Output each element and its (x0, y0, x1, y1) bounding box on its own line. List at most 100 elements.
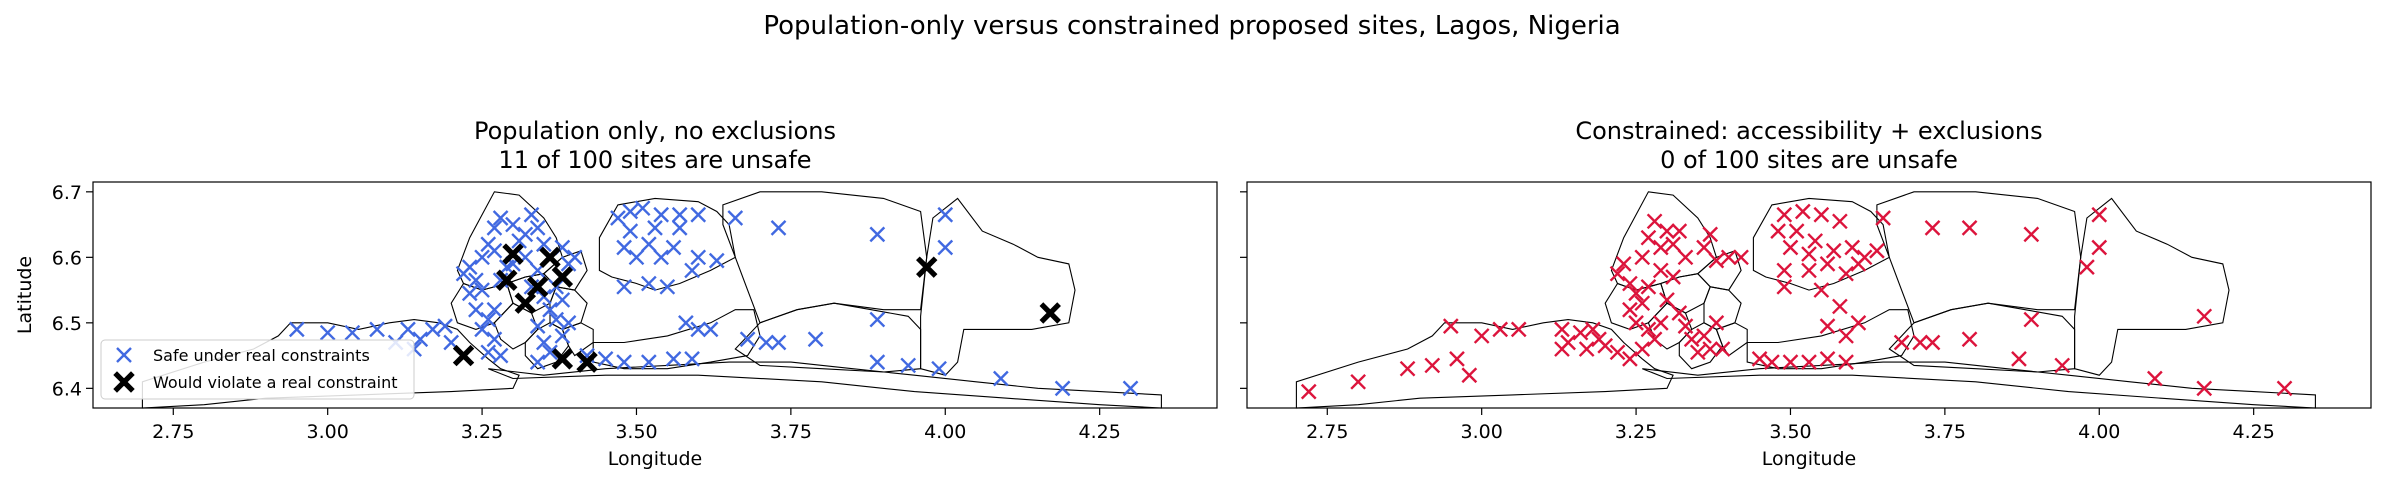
site-marker (1671, 223, 1688, 239)
site-marker-stroke-b (1832, 298, 1848, 315)
x-tick-label: 3.25 (461, 421, 503, 443)
site-marker-stroke-b (622, 203, 639, 220)
site-marker (1634, 249, 1651, 266)
site-marker (1801, 262, 1817, 279)
site-marker (770, 334, 787, 351)
site-marker-stroke-b (1640, 278, 1657, 295)
site-marker-stroke-b (869, 226, 886, 243)
x-ticks: 2.75 3.00 3.25 3.50 3.75 4.00 4.25 (152, 408, 1121, 443)
site-marker (505, 216, 521, 233)
site-marker-stroke-b (1659, 223, 1675, 239)
unsafe-site-marker (539, 246, 561, 269)
site-marker-stroke-b (616, 278, 632, 295)
site-marker-stroke-b (1640, 229, 1657, 246)
axes-frame (1246, 181, 2372, 409)
site-marker-stroke-b (678, 314, 694, 331)
site-marker (1572, 324, 1589, 341)
site-marker (770, 220, 787, 236)
site-marker (671, 206, 688, 223)
site-marker (1492, 321, 1509, 338)
site-marker-stroke-b (610, 210, 626, 226)
site-marker (597, 351, 614, 367)
site-marker-stroke-b (1801, 262, 1817, 279)
unsafe-site-marker (502, 243, 524, 265)
site-marker (1622, 351, 1638, 367)
site-marker-stroke-b (1776, 206, 1793, 223)
site-marker-stroke-b (1634, 341, 1651, 357)
site-marker-stroke-b (1912, 334, 1929, 351)
y-tick-label: 6.5 (52, 313, 82, 335)
site-marker-stroke-b (1665, 236, 1681, 253)
site-marker-stroke-b (690, 249, 707, 266)
site-marker-stroke-b (647, 220, 663, 236)
site-marker-stroke-b (1640, 321, 1657, 338)
site-marker (1850, 314, 1867, 331)
site-marker-stroke-b (937, 239, 954, 256)
site-marker (1696, 328, 1712, 344)
site-marker (1702, 341, 1719, 357)
site-marker-stroke-b (2023, 311, 2040, 328)
site-marker (1850, 256, 1867, 272)
legend-label-unsafe: Would violate a real constraint (153, 373, 398, 392)
site-marker-stroke-b (665, 351, 682, 367)
site-marker-stroke-b (1770, 223, 1786, 239)
legend-marker-safe (116, 347, 132, 363)
site-marker (1554, 341, 1570, 357)
site-marker-stroke-b (1350, 373, 1367, 390)
site-marker-stroke-b (690, 321, 707, 338)
site-marker-stroke-b (480, 311, 497, 328)
site-marker (542, 344, 558, 361)
site-marker (1054, 380, 1071, 397)
site-marker-stroke-b (900, 357, 917, 374)
site-marker-stroke-b (1615, 256, 1632, 272)
site-marker-stroke-b (1838, 354, 1854, 370)
site-marker-stroke-b (1628, 285, 1644, 302)
site-marker (1819, 351, 1836, 367)
site-marker-stroke-b (424, 321, 441, 338)
site-marker (486, 220, 503, 236)
site-marker (2091, 239, 2108, 256)
site-marker (807, 331, 824, 348)
site-marker (1838, 265, 1854, 282)
site-marker-stroke-b (1510, 321, 1527, 338)
x-axis-label: Longitude (608, 448, 703, 470)
axes-frame (92, 181, 1218, 409)
site-marker-stroke-b (1794, 203, 1811, 220)
site-marker (1702, 226, 1719, 243)
site-marker-stroke-b (807, 331, 824, 348)
site-marker-stroke-b (671, 220, 688, 236)
panel-title-line1: Population only, no exclusions (474, 117, 836, 145)
site-marker (554, 328, 571, 344)
site-marker (319, 324, 336, 341)
site-marker (1615, 256, 1632, 272)
x-tick-label: 3.50 (615, 421, 657, 443)
site-marker (1764, 354, 1780, 370)
site-marker (690, 249, 707, 266)
site-marker (671, 220, 688, 236)
lga-boundary (1610, 191, 1718, 291)
site-marker (1634, 341, 1651, 357)
lga-boundary (592, 309, 761, 370)
site-marker-stroke-b (597, 351, 614, 367)
site-marker (2011, 351, 2027, 367)
site-marker (535, 236, 552, 253)
unsafe-site-marker-shape (496, 269, 518, 291)
site-marker (653, 206, 670, 223)
site-marker (2196, 380, 2213, 397)
site-marker (1554, 321, 1570, 338)
site-marker-stroke-b (1597, 337, 1614, 354)
x-tick-label: 3.75 (1924, 421, 1966, 443)
site-marker-stroke-b (1689, 344, 1706, 361)
site-marker-stroke-b (1473, 328, 1490, 344)
site-marker (1677, 249, 1694, 266)
site-marker-stroke-b (1671, 223, 1688, 239)
site-marker (523, 206, 540, 223)
lga-boundary (1876, 191, 2082, 324)
site-marker (486, 242, 503, 259)
site-marker-stroke-b (708, 252, 725, 269)
site-marker (616, 239, 632, 256)
site-marker (678, 314, 694, 331)
site-marker (640, 236, 657, 253)
site-marker (1733, 249, 1749, 266)
site-marker (931, 360, 947, 377)
